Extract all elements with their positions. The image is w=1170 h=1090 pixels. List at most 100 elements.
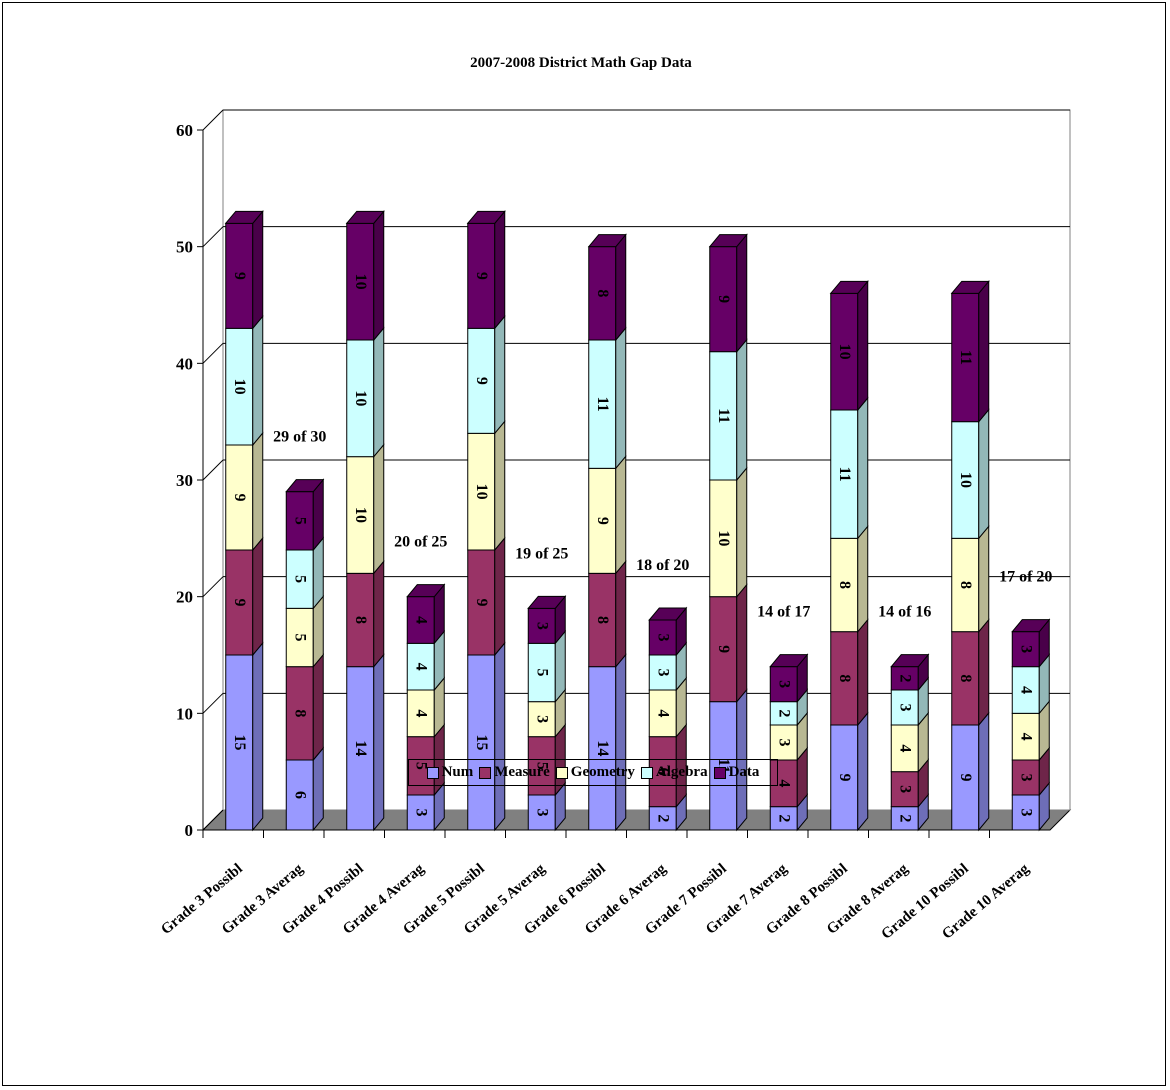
chart-title: 2007-2008 District Math Gap Data bbox=[470, 55, 692, 71]
legend-label: Num bbox=[441, 764, 474, 780]
annotation-label: 14 of 16 bbox=[878, 604, 931, 621]
data-label: 3 bbox=[896, 785, 913, 793]
data-label: 5 bbox=[412, 762, 429, 770]
data-label: 6 bbox=[291, 791, 308, 799]
bar-side bbox=[615, 326, 627, 470]
data-label: 2 bbox=[775, 814, 792, 822]
bar-top bbox=[587, 234, 627, 248]
bar-segment-algebra bbox=[285, 549, 314, 609]
data-label: 10 bbox=[352, 274, 369, 290]
bar-segment-geometry bbox=[467, 432, 496, 551]
data-label: 14 bbox=[352, 740, 369, 756]
bar-top bbox=[466, 210, 506, 224]
chart-floor bbox=[201, 809, 1072, 831]
bar-side bbox=[252, 641, 264, 832]
data-label: 8 bbox=[836, 581, 853, 589]
data-label: 14 bbox=[594, 740, 611, 756]
annotation-label: 20 of 25 bbox=[394, 534, 447, 551]
bar-segment-geometry bbox=[709, 479, 738, 598]
y-tick-label: 50 bbox=[176, 238, 193, 257]
gridline-side bbox=[202, 459, 224, 481]
data-label: 9 bbox=[231, 599, 248, 607]
legend-swatch bbox=[555, 766, 568, 779]
bar-segment-num bbox=[406, 794, 435, 831]
gridline-side bbox=[202, 109, 224, 131]
data-label: 3 bbox=[775, 680, 792, 688]
annotation-label: 19 of 25 bbox=[515, 545, 568, 562]
bar-side bbox=[978, 618, 990, 727]
bar-side bbox=[615, 233, 627, 342]
data-label: 8 bbox=[594, 616, 611, 624]
legend-swatch bbox=[713, 766, 726, 779]
bar-side bbox=[736, 233, 748, 354]
bar-side bbox=[736, 583, 748, 704]
bar-side bbox=[857, 279, 869, 412]
bar-segment-geometry bbox=[346, 456, 375, 574]
data-label: 3 bbox=[533, 715, 550, 723]
bar-side bbox=[736, 466, 748, 599]
bar-segment-geometry bbox=[406, 689, 435, 738]
bar-segment-measure bbox=[648, 736, 677, 808]
data-label: 4 bbox=[412, 709, 429, 717]
data-label: 9 bbox=[473, 272, 490, 280]
bar-side bbox=[978, 524, 990, 634]
data-label: 3 bbox=[1017, 809, 1034, 817]
data-label: 9 bbox=[473, 377, 490, 385]
annotation-label: 14 of 17 bbox=[757, 604, 810, 621]
bar-side bbox=[373, 443, 385, 575]
legend-label: Algebra bbox=[655, 764, 708, 780]
bar-segment-geometry bbox=[588, 467, 617, 574]
data-label: 10 bbox=[473, 484, 490, 500]
bar-top bbox=[406, 584, 446, 598]
data-label: 9 bbox=[715, 645, 732, 653]
bar-top bbox=[224, 210, 264, 224]
legend-item: Geometry bbox=[555, 764, 635, 781]
data-label: 6 bbox=[654, 768, 671, 776]
bar-side bbox=[373, 209, 385, 342]
annotation-label: 18 of 20 bbox=[636, 557, 689, 574]
legend: Num Measure Geometry Algebra Data bbox=[408, 759, 778, 786]
bar-segment-num bbox=[709, 701, 738, 831]
bar-side bbox=[615, 559, 627, 669]
data-label: 8 bbox=[291, 709, 308, 717]
bar-segment-measure bbox=[709, 596, 738, 703]
data-label: 9 bbox=[715, 295, 732, 303]
gridline-side bbox=[202, 576, 224, 598]
data-label: 9 bbox=[473, 599, 490, 607]
bar-segment-data bbox=[225, 222, 254, 329]
data-label: 11 bbox=[594, 397, 611, 412]
data-label: 10 bbox=[715, 530, 732, 546]
data-label: 15 bbox=[473, 735, 490, 751]
bar-side bbox=[494, 536, 506, 657]
data-label: 5 bbox=[291, 517, 308, 525]
annotation-label: 17 of 20 bbox=[999, 569, 1052, 586]
bar-segment-num bbox=[830, 724, 859, 831]
y-tick-label: 0 bbox=[185, 821, 194, 840]
bar-side bbox=[373, 326, 385, 459]
data-label: 4 bbox=[896, 744, 913, 752]
legend-swatch bbox=[426, 766, 439, 779]
y-tick-label: 20 bbox=[176, 588, 193, 607]
bar-side bbox=[252, 536, 264, 657]
gridline-side bbox=[202, 342, 224, 364]
bar-segment-algebra bbox=[709, 351, 738, 481]
data-label: 4 bbox=[1017, 733, 1034, 741]
data-label: 9 bbox=[594, 517, 611, 525]
data-label: 10 bbox=[352, 507, 369, 523]
data-label: 2 bbox=[654, 814, 671, 822]
bar-segment-measure bbox=[225, 549, 254, 656]
bar-segment-algebra bbox=[648, 654, 677, 691]
y-tick-label: 40 bbox=[176, 354, 193, 373]
data-label: 5 bbox=[533, 762, 550, 770]
annotation-label: 29 of 30 bbox=[273, 429, 326, 446]
bar-side bbox=[615, 653, 627, 832]
bar-side bbox=[857, 711, 869, 832]
y-tick-label: 60 bbox=[176, 121, 193, 140]
bar-side bbox=[494, 209, 506, 330]
data-label: 4 bbox=[1017, 686, 1034, 694]
bar-side bbox=[373, 653, 385, 832]
bar-top bbox=[950, 280, 990, 294]
bar-side bbox=[312, 653, 324, 762]
bar-side bbox=[494, 314, 506, 435]
